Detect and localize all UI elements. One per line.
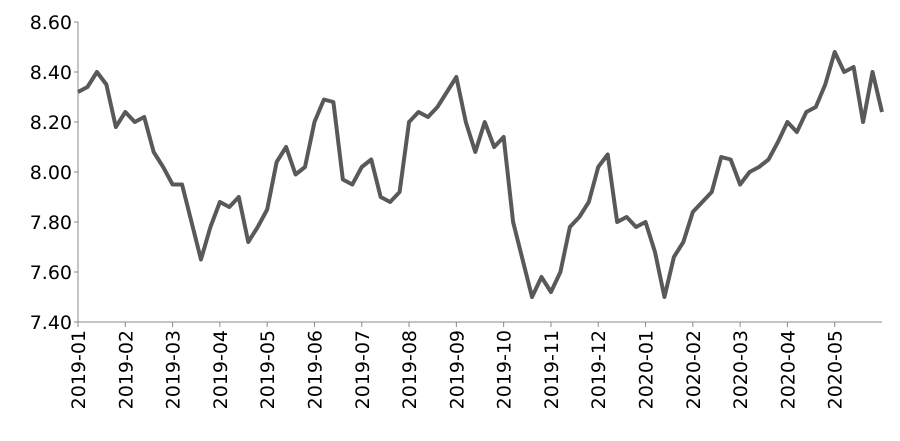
data-line [77, 50, 884, 299]
x-tick-label: 2020-04 [777, 330, 799, 409]
x-tick-label: 2019-10 [494, 330, 516, 409]
x-tick-label: 2019-11 [541, 330, 563, 409]
y-tick-label: 8.60 [30, 12, 72, 34]
y-tick-label: 8.20 [30, 112, 72, 134]
x-tick-label: 2020-02 [683, 330, 705, 409]
x-tick-label: 2019-05 [257, 330, 279, 409]
y-tick-label: 8.00 [30, 162, 72, 184]
x-tick-label: 2019-06 [304, 330, 326, 409]
y-tick-label: 7.60 [30, 262, 72, 284]
y-tick-label: 7.40 [30, 312, 72, 334]
x-tick-label: 2019-12 [588, 330, 610, 409]
x-tick-label: 2020-03 [730, 330, 752, 409]
x-tick-label: 2019-09 [446, 330, 468, 409]
x-tick-label: 2020-05 [825, 330, 847, 409]
x-tick-label: 2019-08 [399, 330, 421, 409]
x-tick-label: 2019-02 [115, 330, 137, 409]
x-tick-label: 2020-01 [636, 330, 658, 409]
x-tick-label: 2019-04 [210, 330, 232, 409]
y-tick-label: 8.40 [30, 62, 72, 84]
x-tick-label: 2019-01 [68, 330, 90, 409]
x-tick-label: 2019-03 [163, 330, 185, 409]
x-tick-label: 2019-07 [352, 330, 374, 409]
y-tick-label: 7.80 [30, 212, 72, 234]
